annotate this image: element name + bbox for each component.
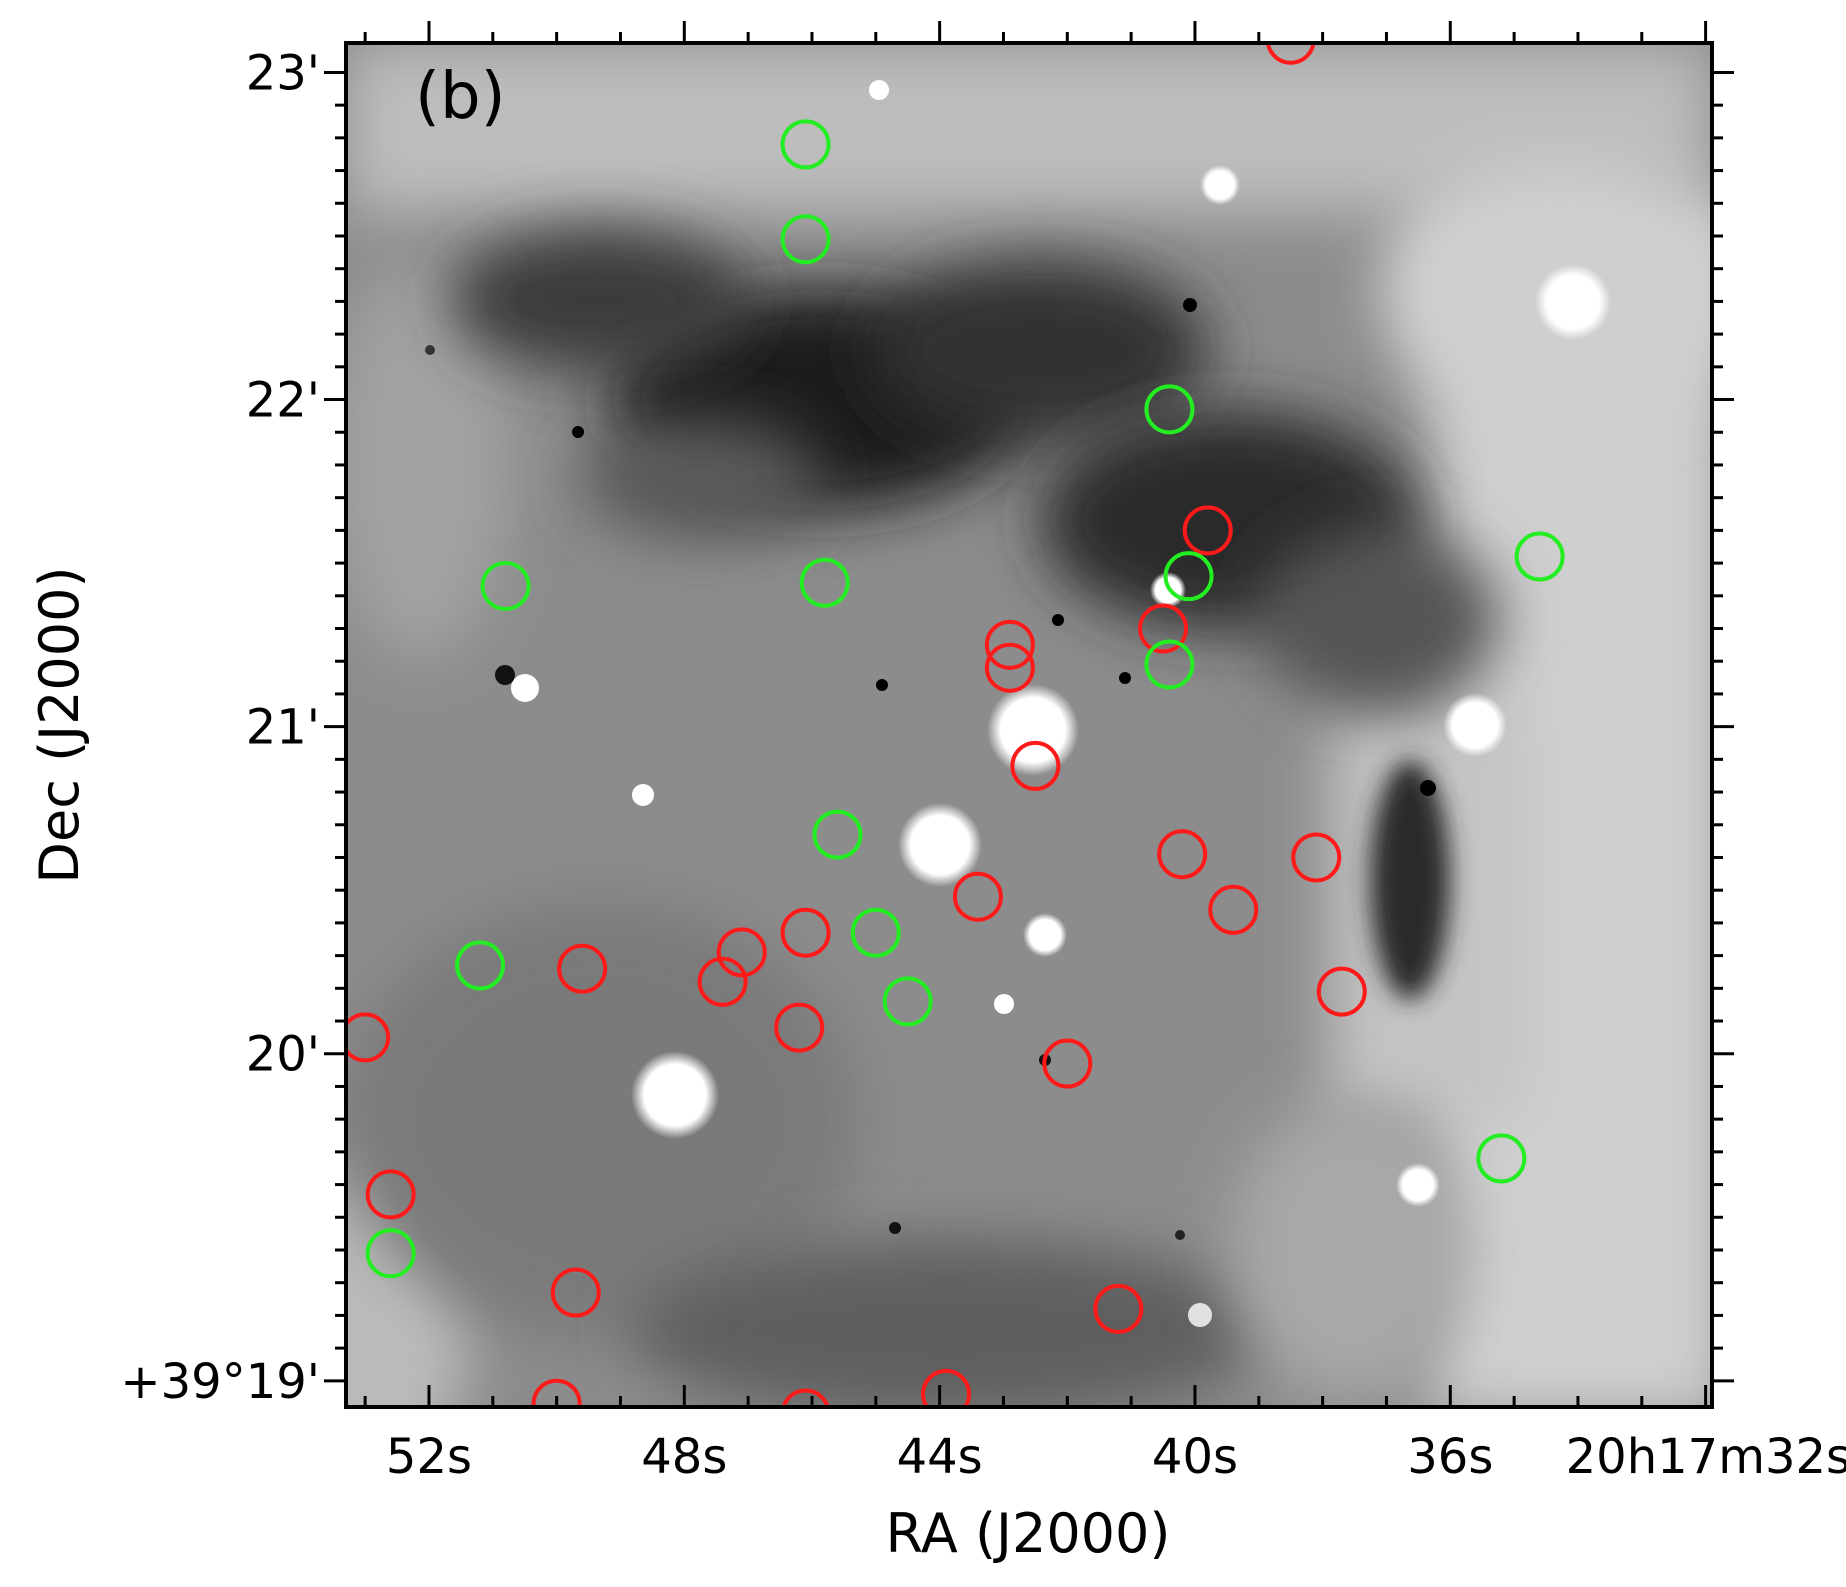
y-tick-label: 23' [246, 45, 320, 101]
green-marker-11 [882, 976, 933, 1027]
red-marker-17 [1042, 1038, 1093, 1089]
x-tick-label: 52s [386, 1429, 472, 1485]
y-tick-labels: 23' 22' 21' 20' +39°19' [120, 45, 320, 1409]
red-marker-20 [1093, 1283, 1144, 1334]
red-marker-5 [1010, 740, 1061, 791]
red-marker-0 [1265, 43, 1316, 65]
y-tick-label: 22' [246, 373, 320, 429]
red-marker-9 [1208, 884, 1259, 935]
panel-label: (b) [415, 60, 506, 134]
plot-frame [344, 41, 1714, 1409]
red-marker-3 [984, 619, 1035, 670]
axis-ticks [324, 21, 1734, 1407]
y-tick-label: 20' [246, 1027, 320, 1083]
red-marker-16 [346, 1012, 391, 1063]
red-marker-10 [780, 907, 831, 958]
green-marker-7 [1144, 639, 1195, 690]
x-axis-title: RA (J2000) [886, 1502, 1171, 1565]
red-marker-7 [1291, 832, 1342, 883]
green-marker-2 [1144, 384, 1195, 435]
red-marker-14 [1316, 966, 1367, 1017]
red-marker-23 [781, 1388, 830, 1407]
red-marker-series [346, 43, 1367, 1407]
green-marker-5 [480, 560, 531, 611]
red-marker-15 [774, 1002, 825, 1053]
red-marker-18 [365, 1169, 416, 1220]
x-tick-label: 36s [1407, 1429, 1493, 1485]
green-marker-8 [812, 809, 863, 860]
y-tick-label: +39°19' [120, 1354, 320, 1410]
red-marker-8 [952, 871, 1003, 922]
green-marker-12 [1476, 1133, 1527, 1184]
red-marker-19 [550, 1267, 601, 1318]
red-marker-12 [697, 956, 748, 1007]
red-marker-1 [1182, 505, 1233, 556]
red-marker-13 [557, 943, 608, 994]
green-marker-9 [850, 907, 901, 958]
green-marker-10 [455, 940, 506, 991]
y-axis-title: Dec (J2000) [28, 566, 91, 883]
red-marker-11 [716, 927, 767, 978]
red-marker-4 [984, 642, 1035, 693]
x-tick-label: 40s [1152, 1429, 1238, 1485]
red-marker-22 [531, 1378, 582, 1407]
green-marker-series [365, 119, 1565, 1279]
x-tick-label: 44s [897, 1429, 983, 1485]
green-marker-13 [365, 1228, 416, 1279]
red-marker-2 [1138, 603, 1189, 654]
red-marker-21 [921, 1368, 972, 1407]
x-tick-label: 20h17m32s [1566, 1429, 1846, 1485]
red-marker-6 [1157, 829, 1208, 880]
green-marker-6 [799, 557, 850, 608]
x-tick-labels: 52s 48s 44s 40s 36s 20h17m32s [386, 1429, 1846, 1485]
y-tick-label: 21' [246, 700, 320, 756]
nebula-image [346, 43, 1712, 1407]
green-marker-1 [780, 214, 831, 265]
green-marker-3 [1514, 531, 1565, 582]
green-marker-0 [780, 119, 831, 170]
x-tick-label: 48s [641, 1429, 727, 1485]
green-marker-4 [1163, 551, 1214, 602]
